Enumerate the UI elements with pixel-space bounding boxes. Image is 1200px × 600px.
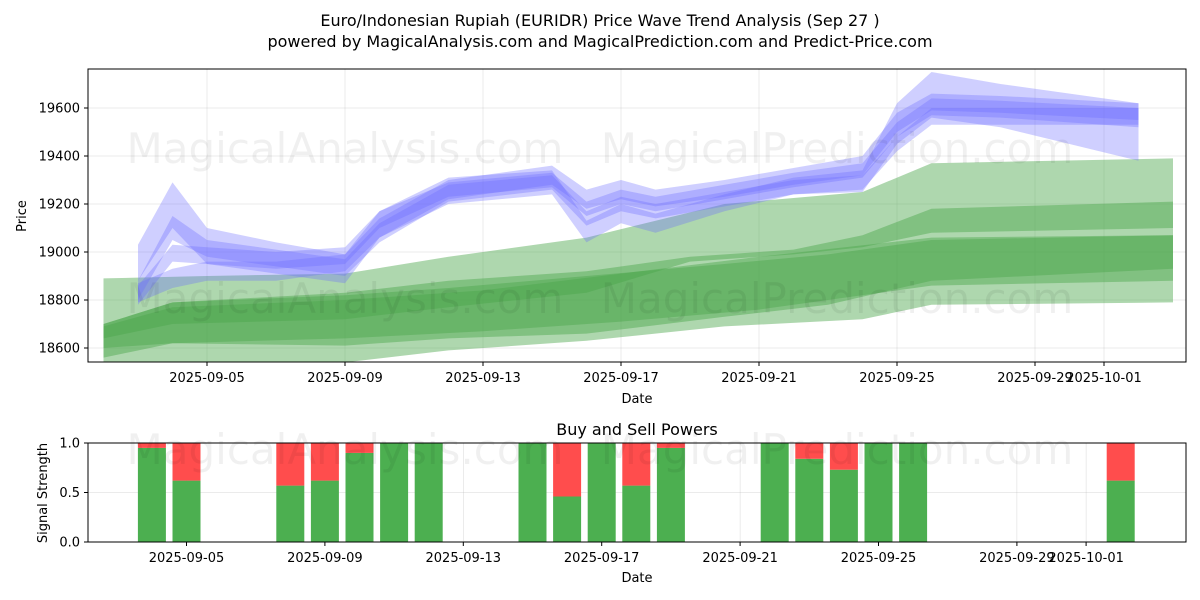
buy-bar [414,443,443,542]
watermark-text: MagicalAnalysis.com [127,274,564,323]
sell-bar [310,443,339,481]
x-tick-label: 2025-09-29 [979,551,1055,566]
signal-chart-bars [137,443,1135,542]
x-tick-label: 2025-09-05 [169,371,245,386]
watermark-text: MagicalPrediction.com [601,425,1074,474]
price-chart-frame [87,68,1187,363]
watermark-text: MagicalAnalysis.com [127,425,564,474]
sell-bar [622,443,651,486]
x-tick-label: 2025-09-13 [426,551,502,566]
price-chart-bands [103,72,1173,362]
buy-bar [345,452,374,542]
y-tick-label: 0.0 [59,536,80,551]
sell-bar [656,443,685,448]
x-tick-label: 2025-09-29 [997,371,1073,386]
x-tick-label: 2025-09-09 [287,551,363,566]
y-tick-label: 0.5 [59,486,80,501]
buy-bar [829,469,858,542]
signal-chart-xlabel: Date [621,571,652,586]
y-tick-label: 18800 [39,294,80,309]
chart-subtitle: powered by MagicalAnalysis.com and Magic… [267,32,932,51]
buy-bar [864,443,893,542]
buy-bar [622,485,651,542]
buy-bar [380,443,409,542]
buy-bar [518,443,547,542]
buy-bar [795,458,824,542]
signal-chart-watermarks: MagicalAnalysis.com MagicalPrediction.co… [127,425,1074,474]
price-wave-blue-1 [138,108,1139,300]
price-chart-grid [88,69,1186,362]
buy-bar [553,496,582,542]
x-tick-label: 2025-09-13 [445,371,521,386]
y-tick-label: 19000 [39,246,80,261]
forecast-band-green-1 [103,235,1173,348]
sell-bar [172,443,201,481]
buy-bar [276,485,305,542]
price-chart-x-axis: 2025-09-05 2025-09-09 2025-09-13 2025-09-17… [169,362,1142,386]
forecast-band-green-4 [103,235,1173,358]
sell-bar [137,443,166,448]
sell-bar [1106,443,1135,481]
x-tick-label: 2025-09-05 [149,551,225,566]
sell-bar [553,443,582,497]
price-wave-blue-3 [138,93,1139,303]
buy-bar [587,443,616,542]
x-tick-label: 2025-09-21 [702,551,778,566]
buy-bar [760,443,789,542]
sell-bar [345,443,374,453]
x-tick-label: 2025-10-01 [1066,371,1142,386]
watermark-text: MagicalPrediction.com [601,274,1074,323]
buy-bar [1106,480,1135,542]
x-tick-label: 2025-09-17 [564,551,640,566]
x-tick-label: 2025-09-25 [859,371,935,386]
price-chart-y-axis: 18600 18800 19000 19200 19400 19600 [39,102,88,357]
x-tick-label: 2025-09-17 [583,371,659,386]
sell-bar [276,443,305,486]
forecast-band-green-2 [103,201,1173,339]
y-tick-label: 1.0 [59,437,80,452]
price-chart-watermarks: MagicalAnalysis.com MagicalPrediction.co… [127,124,1074,323]
y-tick-label: 19200 [39,198,80,213]
price-wave-blue-2 [138,72,1139,284]
y-tick-label: 18600 [39,342,80,357]
forecast-band-green-3 [103,158,1173,362]
x-tick-label: 2025-10-01 [1048,551,1124,566]
buy-bar [899,443,928,542]
chart-title: Euro/Indonesian Rupiah (EURIDR) Price Wa… [320,11,879,30]
buy-bar [656,447,685,542]
price-chart-ylabel: Price [15,200,30,232]
signal-chart-title: Buy and Sell Powers [556,420,718,439]
x-tick-label: 2025-09-09 [307,371,383,386]
signal-chart-ylabel: Signal Strength [36,443,51,543]
price-wave-blue-4 [138,98,1139,305]
buy-bar [172,480,201,542]
sell-bar [829,443,858,470]
watermark-text: MagicalAnalysis.com [127,124,564,173]
buy-bar [137,447,166,542]
buy-bar [310,480,339,542]
y-tick-label: 19400 [39,150,80,165]
x-tick-label: 2025-09-21 [721,371,797,386]
price-chart-xlabel: Date [621,392,652,407]
sell-bar [795,443,824,459]
watermark-text: MagicalPrediction.com [601,124,1074,173]
signal-chart-x-axis: 2025-09-05 2025-09-09 2025-09-13 2025-09-17… [149,542,1124,566]
y-tick-label: 19600 [39,102,80,117]
signal-chart-y-axis: 0.0 0.5 1.0 [59,437,88,551]
x-tick-label: 2025-09-25 [841,551,917,566]
